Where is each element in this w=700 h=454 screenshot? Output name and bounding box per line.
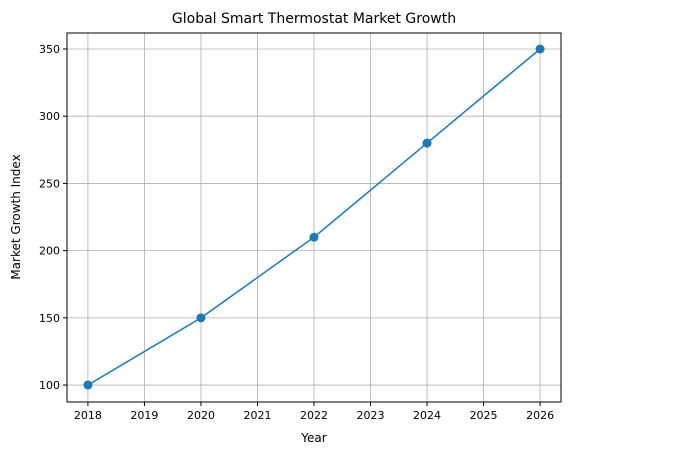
x-tick-label: 2025 (470, 409, 498, 422)
x-tick-label: 2023 (357, 409, 385, 422)
data-point (422, 138, 432, 148)
data-point (196, 313, 206, 323)
data-point (309, 232, 319, 242)
grid-lines (67, 33, 561, 402)
x-axis-label: Year (300, 431, 326, 445)
data-point (83, 380, 93, 390)
y-tick-label: 300 (39, 110, 60, 123)
x-tick-label: 2026 (526, 409, 554, 422)
x-tick-label: 2024 (413, 409, 441, 422)
y-tick-label: 200 (39, 245, 60, 258)
series-line (83, 44, 545, 390)
y-tick-label: 250 (39, 177, 60, 190)
chart-title: Global Smart Thermostat Market Growth (172, 11, 456, 27)
data-point (535, 44, 545, 54)
x-tick-label: 2018 (74, 409, 102, 422)
y-tick-label: 350 (39, 43, 60, 56)
x-tick-label: 2022 (300, 409, 328, 422)
x-tick-label: 2020 (187, 409, 215, 422)
x-tick-label: 2021 (243, 409, 271, 422)
y-tick-label: 100 (39, 379, 60, 392)
axis-ticks: 2018 2019 2020 2021 2022 2023 2024 2025 2026 100 1… (39, 43, 554, 422)
x-tick-label: 2019 (130, 409, 158, 422)
y-axis-label: Market Growth Index (9, 154, 23, 279)
y-tick-label: 150 (39, 312, 60, 325)
